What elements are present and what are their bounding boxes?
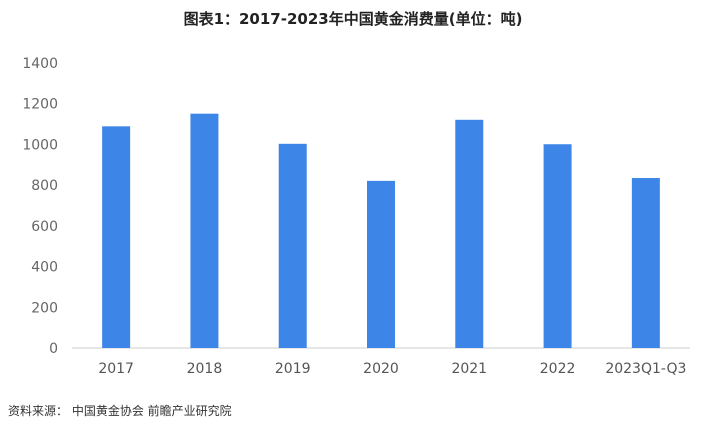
bar-2018 [190,113,219,348]
y-tick-label: 0 [49,341,58,357]
source-note: 资料来源： 中国黄金协会 前瞻产业研究院 [8,404,232,418]
x-tick-label: 2023Q1-Q3 [605,361,686,377]
x-tick-label: 2017 [98,361,134,377]
bar-2021 [455,119,484,349]
y-tick-label: 1000 [22,137,58,153]
bar-2020 [367,180,395,348]
y-tick-label: 200 [31,300,58,316]
bars [102,113,660,349]
x-tick-label: 2020 [363,361,399,377]
bar-2023Q1-Q3 [631,178,660,348]
x-axis: 2017 2018 2019 2020 2021 2022 2023Q1-Q3 [98,361,686,377]
y-tick-label: 600 [31,219,58,235]
y-tick-label: 400 [31,260,58,276]
x-tick-label: 2022 [540,361,576,377]
x-tick-label: 2018 [187,361,223,377]
chart-title: 图表1：2017-2023年中国黄金消费量(单位：吨) [183,10,523,28]
bar-2022 [543,144,572,348]
bar-2017 [102,126,131,348]
y-tick-label: 1200 [22,97,58,113]
y-tick-label: 800 [31,178,58,194]
bar-2019 [278,143,307,348]
x-tick-label: 2021 [451,361,487,377]
x-tick-label: 2019 [275,361,311,377]
y-tick-label: 1400 [22,56,58,72]
y-axis: 0 200 400 600 800 1000 1200 1400 [22,56,58,357]
